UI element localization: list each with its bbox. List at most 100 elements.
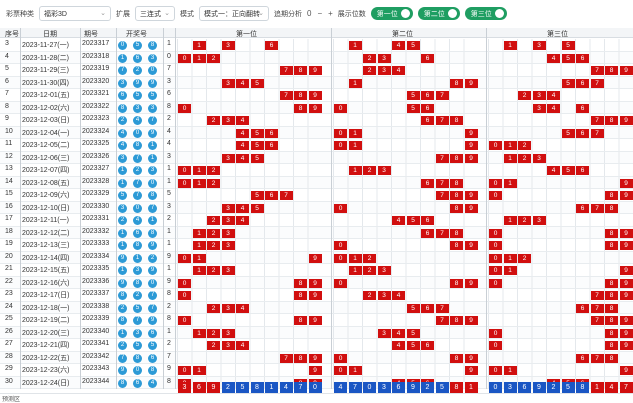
- hit-cell: 0: [178, 103, 191, 113]
- lottery-select[interactable]: 福彩3D ⌄: [39, 6, 111, 21]
- grid-lines: [333, 376, 478, 388]
- hit-cell: 8: [294, 103, 307, 113]
- grid-lines: [333, 164, 478, 176]
- chevron-down-icon: ⌄: [258, 10, 264, 17]
- seq-cell: 18: [5, 227, 13, 235]
- analysis-stepper[interactable]: 0 − +: [307, 9, 333, 18]
- hit-cell: 7: [435, 178, 449, 188]
- draw-ball: 8: [148, 228, 157, 238]
- grid-lines: [488, 114, 633, 126]
- toggle-pos2[interactable]: 第二位: [417, 7, 460, 20]
- hit-cell: 9: [619, 328, 633, 338]
- expand-select[interactable]: 三连式 ⌄: [135, 6, 175, 21]
- hit-cell: 4: [392, 41, 405, 50]
- draw-ball: 2: [133, 166, 142, 175]
- hit-cell: 8: [605, 291, 618, 300]
- table-row: 21 2023-12-15(五) 2023335 1 3 9 1 3 2 1 2 1 3 1 0 9: [0, 264, 633, 277]
- hit-cell: 8: [294, 316, 307, 325]
- table-row: 17 2023-12-11(一) 2023331 2 4 1 2 4 3 2 6 5 4 3 2 1: [0, 214, 633, 227]
- draw-ball: 2: [118, 341, 127, 350]
- footer-cell: 8: [250, 382, 264, 393]
- hit-cell: 2: [207, 116, 220, 125]
- draw-ball: 2: [118, 116, 127, 125]
- grid-lines: [333, 201, 478, 213]
- hit-cell: 0: [178, 253, 191, 263]
- draw-ball: 3: [118, 78, 127, 88]
- footer-cell: 9: [406, 382, 420, 393]
- lead-digit: 7: [167, 352, 171, 360]
- lead-digit: 1: [167, 265, 171, 272]
- table-row: 29 2023-12-23(六) 2023343 9 0 8 9 9 1 0 0 9 1 0 9 1: [0, 364, 633, 377]
- hit-cell: 0: [178, 53, 191, 63]
- grid-lines: [488, 126, 633, 138]
- hit-cell: 3: [221, 153, 235, 163]
- hit-cell: 6: [265, 141, 278, 150]
- draw-ball: 2: [118, 303, 127, 313]
- lead-digit: 9: [167, 277, 171, 285]
- hit-cell: 8: [605, 228, 618, 238]
- expand-select-value: 三连式: [140, 10, 161, 18]
- mode-select[interactable]: 模式一：正向翻转 ⌄: [199, 6, 269, 21]
- seq-cell: 13: [5, 165, 13, 172]
- hit-cell: 2: [518, 253, 531, 263]
- grid-lines: [488, 376, 633, 388]
- issue-cell: 2023329: [82, 190, 110, 197]
- toggle-pos3[interactable]: 第三位: [464, 7, 507, 20]
- hit-cell: 9: [308, 316, 322, 325]
- hit-cell: 0: [489, 266, 502, 275]
- seq-cell: 16: [5, 202, 13, 210]
- grid-lines: [177, 339, 322, 351]
- hit-cell: 1: [192, 266, 206, 275]
- hit-cell: 7: [279, 91, 293, 100]
- draw-ball: 5: [133, 91, 142, 100]
- lottery-label: 彩票种类: [6, 10, 34, 18]
- hit-cell: 3: [377, 291, 391, 300]
- hit-cell: 4: [236, 203, 249, 213]
- hit-cell: 1: [192, 53, 206, 63]
- hit-cell: 0: [489, 191, 502, 200]
- draw-ball: 9: [118, 278, 127, 288]
- grid-lines: [488, 64, 633, 76]
- grid-lines: [177, 214, 322, 226]
- hit-cell: 1: [192, 166, 206, 175]
- lead-digit: 6: [167, 90, 171, 97]
- draw-ball: 1: [118, 178, 127, 188]
- toggle-pos1[interactable]: 第一位: [370, 7, 413, 20]
- hit-cell: 1: [348, 141, 362, 150]
- date-cell: 2023-12-05(二): [22, 142, 70, 149]
- hit-cell: 0: [489, 328, 502, 338]
- hit-cell: 7: [590, 291, 604, 300]
- hit-cell: 2: [363, 66, 376, 75]
- hit-cell: 6: [576, 353, 589, 363]
- hit-cell: 8: [450, 153, 463, 163]
- footer-cell: 2: [547, 382, 560, 393]
- hit-cell: 4: [392, 328, 405, 338]
- plus-icon[interactable]: +: [328, 9, 333, 18]
- date-cell: 2023-11-28(二): [22, 54, 69, 62]
- grid-lines: [333, 226, 478, 238]
- grid-lines: [177, 76, 322, 88]
- hit-cell: 5: [250, 203, 264, 213]
- draw-ball: 8: [133, 241, 142, 250]
- hit-cell: 5: [561, 41, 575, 50]
- hit-cell: 0: [178, 366, 191, 375]
- hit-cell: 0: [334, 128, 347, 138]
- hit-cell: 1: [348, 166, 362, 175]
- grid-lines: [177, 101, 322, 113]
- table-row: 8 2023-12-02(六) 2023322 8 3 3 8 0 9 8 0 6 5 3 4 6: [0, 101, 633, 114]
- hit-cell: 6: [421, 91, 434, 100]
- analysis-label: 追期分析: [274, 10, 302, 18]
- grid-lines: [177, 176, 322, 188]
- draw-ball: 9: [148, 241, 157, 250]
- draw-ball: 3: [118, 153, 127, 163]
- lead-digit: 3: [167, 152, 171, 160]
- minus-icon[interactable]: −: [317, 9, 323, 18]
- hit-cell: 1: [348, 41, 362, 50]
- draw-ball: 8: [148, 366, 157, 375]
- seq-cell: 28: [5, 352, 13, 360]
- hit-cell: 3: [532, 153, 546, 163]
- hit-cell: 9: [308, 291, 322, 300]
- column-divider: [486, 28, 487, 389]
- draw-ball: 9: [118, 253, 127, 263]
- hit-cell: 9: [619, 241, 633, 250]
